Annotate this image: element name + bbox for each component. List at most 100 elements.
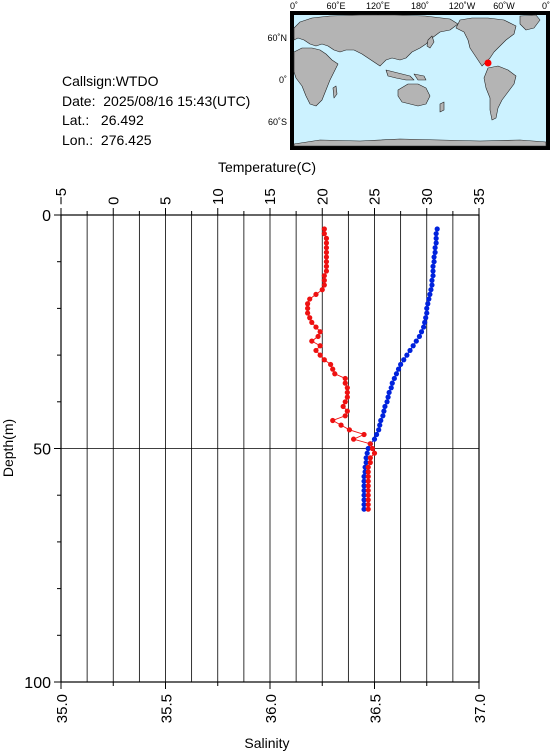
- temperature-data-point: [378, 417, 384, 424]
- date-value: 2025/08/16 15:43(UTC): [103, 92, 251, 109]
- salinity-data-point: [346, 427, 353, 433]
- temperature-data-point: [426, 296, 432, 302]
- map-lon-label: 120˚E: [366, 1, 390, 11]
- salinity-data-point: [330, 366, 336, 372]
- temperature-data-point: [407, 347, 413, 354]
- temperature-data-point: [361, 478, 367, 484]
- temperature-data-point: [432, 245, 438, 251]
- map-land: [293, 14, 547, 147]
- salinity-data-point: [313, 291, 319, 297]
- salinity-data-point: [365, 487, 371, 494]
- map-longitude-labels: 0˚ 60˚E 120˚E 180˚ 120˚W 60˚W 0˚: [290, 1, 550, 11]
- temperature-data-point: [423, 315, 429, 321]
- temperature-data-point: [421, 324, 427, 330]
- salinity-tick-label: 35.5: [159, 694, 176, 723]
- land-newzealand: [439, 101, 445, 113]
- temperature-data-point: [430, 273, 436, 279]
- salinity-data-point: [317, 352, 323, 358]
- lat-label: Lat.:: [62, 112, 90, 128]
- salinity-data-point: [342, 399, 348, 405]
- salinity-data-point: [330, 417, 336, 424]
- temperature-axis-label: Temperature(C): [218, 159, 316, 175]
- map-lon-label: 120˚W: [449, 1, 476, 11]
- temperature-tick-label: 5: [158, 197, 175, 205]
- temperature-data-point: [381, 408, 387, 414]
- map-lon-label: 60˚E: [326, 1, 345, 11]
- temperature-data-point: [398, 361, 404, 368]
- temperature-data-point: [413, 338, 419, 344]
- land-north-america: [455, 17, 517, 67]
- temperature-data-point: [424, 305, 430, 311]
- map-graticule-ticks: [290, 11, 550, 123]
- temperature-data-point: [373, 431, 380, 438]
- land-greenland: [519, 14, 541, 31]
- salinity-data-point: [323, 268, 330, 274]
- depth-tick-label: 0: [42, 208, 51, 225]
- callsign-value: WTDO: [115, 73, 159, 89]
- temperature-data-point: [385, 394, 391, 400]
- lon-label: Lon.:: [62, 131, 94, 148]
- land-eurasia: [293, 14, 459, 67]
- salinity-data-point: [328, 361, 334, 368]
- temperature-data-point: [416, 333, 423, 340]
- salinity-data-point: [371, 450, 378, 456]
- lon-value: 276.425: [100, 131, 152, 148]
- salinity-data-point: [367, 441, 373, 447]
- profile-series: [305, 226, 440, 512]
- salinity-data-point: [361, 431, 367, 438]
- salinity-data-point: [323, 245, 330, 251]
- depth-tick-label: 50: [33, 442, 51, 459]
- temperature-data-point: [425, 301, 431, 307]
- salinity-data-point: [305, 305, 311, 311]
- temperature-data-point: [364, 450, 370, 456]
- temperature-data-point: [371, 436, 378, 442]
- salinity-data-point: [367, 455, 373, 461]
- salinity-data-point: [365, 497, 371, 503]
- salinity-axis-ticks: 35.0 35.5 36.0 36.5 37.0: [54, 682, 489, 723]
- salinity-data-point: [323, 235, 330, 241]
- salinity-data-point: [344, 408, 350, 414]
- salinity-data-point: [332, 371, 338, 377]
- temperature-tick-label: 0: [105, 197, 122, 205]
- date-label: Date:: [62, 92, 96, 109]
- depth-tick-label: 100: [24, 675, 51, 692]
- temperature-data-point: [361, 501, 367, 508]
- salinity-data-point: [365, 469, 371, 475]
- land-newguinea: [413, 73, 427, 81]
- temperature-tick-label: 20: [314, 188, 331, 205]
- salinity-data-point: [305, 301, 311, 307]
- salinity-data-point: [365, 464, 371, 470]
- salinity-data-point: [321, 357, 327, 363]
- temperature-data-point: [431, 259, 437, 265]
- temperature-data-point: [410, 343, 416, 349]
- salinity-data-point: [365, 478, 371, 484]
- salinity-data-point: [342, 380, 348, 386]
- salinity-data-point: [323, 240, 330, 246]
- land-madagascar: [332, 85, 338, 99]
- temperature-data-point: [424, 310, 430, 316]
- temperature-data-point: [395, 366, 402, 372]
- map-lon-label: 0˚: [290, 1, 298, 11]
- temperature-data-point: [361, 506, 367, 512]
- salinity-axis-label: Salinity: [244, 735, 289, 751]
- temperature-data-point: [363, 459, 369, 466]
- callsign-line: Callsign:WTDO: [62, 72, 250, 92]
- temperature-data-point: [380, 413, 386, 419]
- map-lon-label: 60˚W: [493, 1, 515, 11]
- salinity-data-point: [321, 231, 327, 237]
- station-info: Callsign:WTDO Date: 2025/08/16 15:43(UTC…: [62, 72, 250, 150]
- salinity-data-point: [315, 333, 321, 340]
- temperature-data-point: [433, 231, 439, 237]
- temperature-data-point: [431, 254, 437, 260]
- salinity-data-point: [305, 310, 311, 316]
- temperature-data-point: [361, 473, 367, 480]
- salinity-data-point: [323, 259, 330, 265]
- land-indonesia: [385, 69, 415, 81]
- salinity-data-point: [317, 343, 323, 349]
- temperature-data-point: [429, 282, 435, 288]
- temperature-axis-ticks: −5 0 5 10 15 20 25 30 35: [53, 188, 488, 215]
- temperature-data-point: [393, 371, 400, 377]
- temperature-data-point: [386, 389, 392, 396]
- salinity-data-point: [338, 422, 344, 428]
